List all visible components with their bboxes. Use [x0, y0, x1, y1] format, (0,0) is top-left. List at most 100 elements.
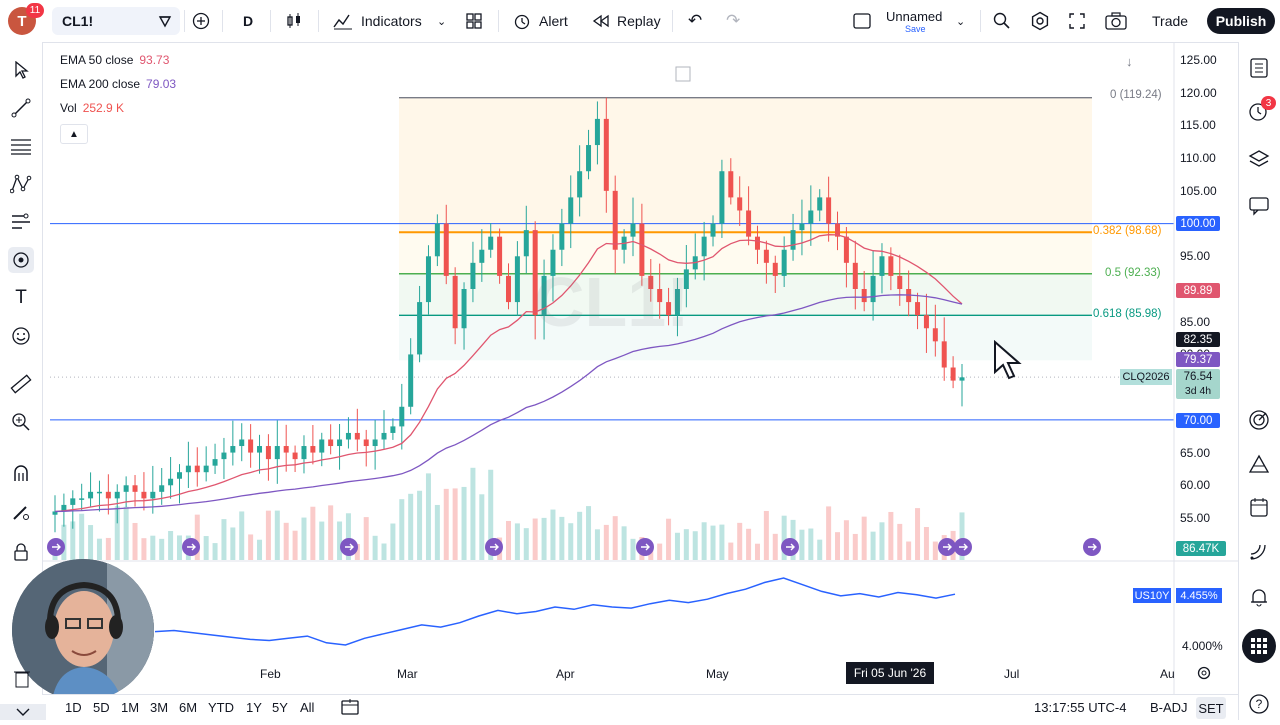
badj-toggle[interactable]: B-ADJ	[1150, 700, 1188, 715]
trash-icon[interactable]	[14, 668, 30, 693]
volume-bar	[363, 517, 369, 560]
calendar-icon[interactable]	[1246, 494, 1272, 520]
last-price-tag: 76.54	[1183, 371, 1213, 383]
candle-body	[586, 145, 592, 172]
volume-bar	[105, 537, 111, 560]
layout-checkbox-icon[interactable]	[852, 6, 872, 36]
redo-icon[interactable]: ↷	[726, 11, 741, 30]
publish-button[interactable]: Publish	[1207, 8, 1275, 34]
trend-line-icon[interactable]	[8, 95, 34, 121]
axis-settings-gear-icon[interactable]	[1196, 665, 1212, 686]
replay-button[interactable]: Replay	[592, 6, 661, 36]
event-marker-arrow	[786, 543, 795, 551]
range-1m[interactable]: 1M	[121, 700, 140, 715]
settings-gear-icon[interactable]	[1030, 6, 1050, 36]
volume-bar	[692, 531, 698, 560]
candle-body	[61, 504, 67, 512]
camera-icon[interactable]	[1105, 6, 1127, 36]
volume-bar	[559, 516, 565, 560]
time-label-feb: Feb	[260, 667, 281, 681]
watchlist-icon[interactable]	[1246, 55, 1272, 81]
candle-body	[274, 446, 280, 460]
fib-zone-618-below	[399, 315, 1092, 361]
pattern-tool-icon[interactable]	[8, 171, 34, 197]
undo-icon[interactable]: ↶	[688, 11, 703, 30]
chevron-up-icon[interactable]: ▲	[60, 124, 88, 144]
volume-bar	[417, 490, 423, 560]
candle-body	[843, 236, 849, 263]
pencil-lock-icon[interactable]	[8, 499, 34, 525]
candle-body	[621, 236, 627, 250]
layouts-icon[interactable]	[465, 6, 483, 36]
clock-readout[interactable]: 13:17:55 UTC-4	[1034, 700, 1127, 715]
indicators-button[interactable]: Indicators	[333, 6, 422, 36]
ideas-icon[interactable]	[1246, 451, 1272, 477]
magnet-icon[interactable]	[8, 461, 34, 487]
price-axis-tick: 95.00	[1180, 249, 1211, 264]
lock-icon[interactable]	[8, 539, 34, 565]
candle-body	[150, 491, 156, 499]
search-icon[interactable]	[157, 6, 173, 36]
volume-legend[interactable]: Vol 252.9 K	[60, 101, 125, 115]
chat-icon[interactable]	[1246, 193, 1272, 219]
cursor-icon[interactable]	[8, 57, 34, 83]
shapes-tool-icon[interactable]	[8, 247, 34, 273]
symbol-search[interactable]	[52, 7, 180, 35]
volume-bar	[870, 531, 876, 560]
range-1y[interactable]: 1Y	[246, 700, 262, 715]
fib-zone-05-618	[399, 273, 1092, 316]
volume-bar	[888, 511, 894, 560]
range-5d[interactable]: 5D	[93, 700, 110, 715]
range-5y[interactable]: 5Y	[272, 700, 288, 715]
fib-tool-icon[interactable]	[8, 133, 34, 159]
ruler-icon[interactable]	[8, 371, 34, 397]
layout-chevron-down-icon[interactable]: ⌄	[956, 15, 966, 28]
date-range-calendar-icon[interactable]	[340, 698, 360, 721]
layout-name[interactable]: Unnamed	[886, 9, 943, 24]
emoji-icon[interactable]	[8, 323, 34, 349]
candle-style-icon[interactable]	[285, 6, 303, 36]
layers-icon[interactable]	[1246, 146, 1272, 172]
range-all[interactable]: All	[300, 700, 315, 715]
volume-bar	[754, 543, 760, 560]
ema50-legend[interactable]: EMA 50 close 93.73	[60, 53, 170, 67]
chevron-down-icon[interactable]: ⌄	[437, 15, 447, 28]
collapse-panel-button[interactable]	[0, 704, 46, 720]
text-tool-icon[interactable]: T	[15, 287, 27, 308]
streams-icon[interactable]	[1246, 539, 1272, 565]
volume-bar	[790, 519, 796, 560]
forecast-tool-icon[interactable]	[8, 209, 34, 235]
notifications-bell-icon[interactable]	[1246, 584, 1272, 610]
alert-button[interactable]: Alert	[512, 6, 568, 36]
candle-body	[212, 459, 218, 466]
layout-save[interactable]: Save	[905, 24, 926, 34]
volume-bar	[141, 538, 147, 560]
target-icon[interactable]	[1246, 407, 1272, 433]
help-icon[interactable]: ?	[1246, 691, 1272, 717]
alerts-clock-icon[interactable]	[1246, 98, 1272, 124]
zoom-in-icon[interactable]	[8, 409, 34, 435]
candle-body	[443, 223, 449, 276]
range-6m[interactable]: 6M	[179, 700, 198, 715]
candle-body	[248, 439, 254, 453]
trade-button[interactable]: Trade	[1152, 13, 1189, 29]
interval-button[interactable]: D	[243, 13, 254, 29]
range-3m[interactable]: 3M	[150, 700, 169, 715]
add-symbol-icon[interactable]	[192, 6, 210, 36]
volume-bar	[941, 535, 947, 560]
ema200-legend[interactable]: EMA 200 close 79.03	[60, 77, 177, 91]
range-1d[interactable]: 1D	[65, 700, 82, 715]
session-toggle[interactable]: SET	[1196, 697, 1226, 719]
quick-search-icon[interactable]	[992, 6, 1012, 36]
apps-grid-icon[interactable]	[1242, 629, 1276, 663]
alerts-badge: 3	[1261, 96, 1276, 110]
event-marker	[485, 538, 503, 556]
price-axis-tick: 55.00	[1180, 511, 1211, 525]
fullscreen-icon[interactable]	[1068, 6, 1086, 36]
candle-body	[52, 511, 58, 515]
range-ytd[interactable]: YTD	[208, 700, 234, 715]
replay-label: Replay	[617, 13, 661, 29]
volume-bar	[230, 527, 236, 560]
volume-bar	[479, 494, 485, 560]
